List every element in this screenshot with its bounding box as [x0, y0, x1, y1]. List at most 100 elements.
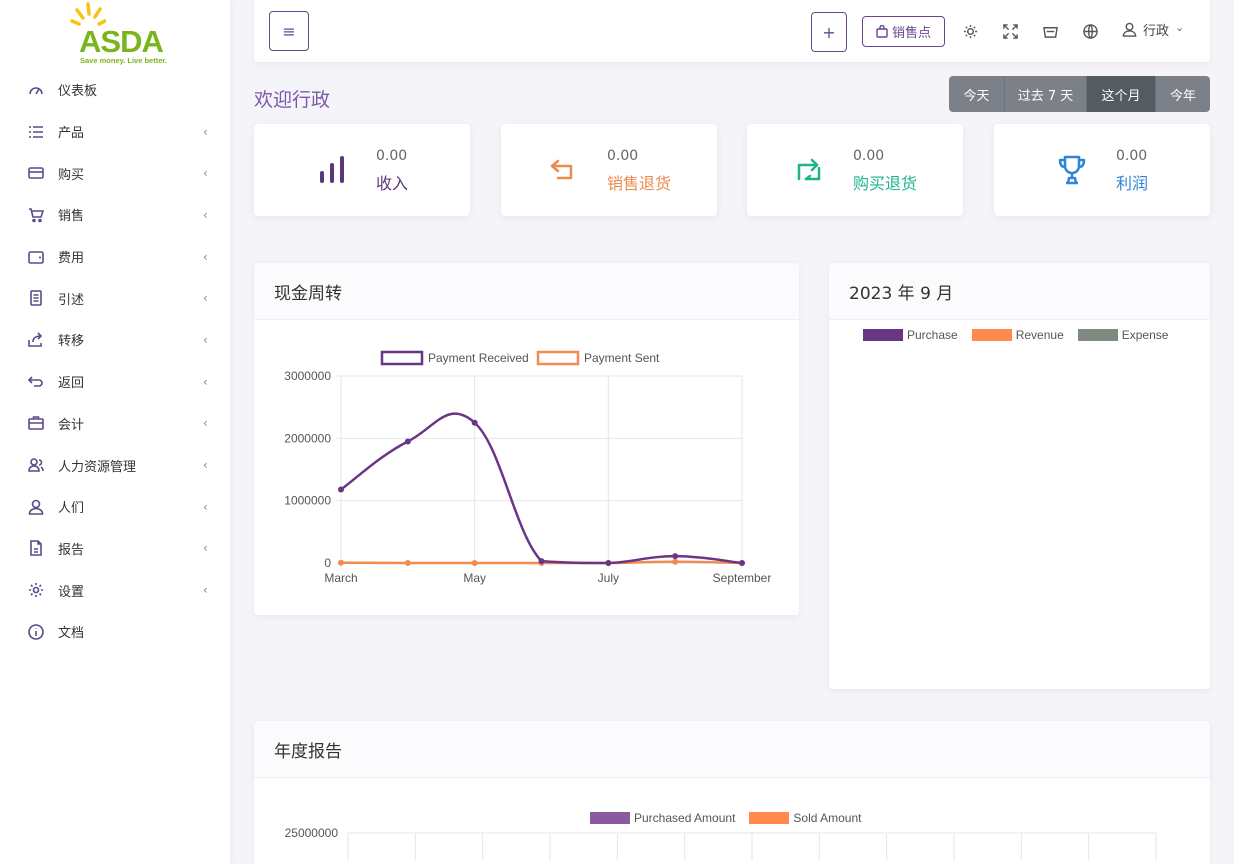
chevron-left-icon: ‹	[203, 332, 208, 347]
sidebar-item-transfers[interactable]: 转移 ‹	[0, 319, 230, 361]
stat-label: 收入	[376, 174, 409, 193]
inbox-icon[interactable]	[1041, 22, 1059, 40]
sidebar-item-label: 设置	[58, 584, 85, 600]
menu-toggle-button[interactable]: ≡	[269, 11, 309, 51]
sidebar-item-products[interactable]: 产品 ‹	[0, 111, 230, 153]
document-icon	[27, 289, 45, 307]
sidebar-item-accounting[interactable]: 会计 ‹	[0, 403, 230, 445]
data-point	[672, 558, 679, 565]
legend-label: Expense	[1121, 328, 1169, 342]
legend-item-purchase[interactable]: Purchase	[863, 328, 958, 342]
chevron-left-icon: ‹	[203, 249, 208, 264]
sidebar-item-label: 文档	[58, 626, 85, 642]
data-point	[338, 559, 344, 566]
speedometer-icon	[27, 81, 45, 99]
sidebar-item-expenses[interactable]: 费用 ‹	[0, 236, 230, 278]
range-month-button[interactable]: 这个月	[1087, 76, 1156, 112]
legend-swatch	[1077, 329, 1118, 341]
legend-item-purchased-amount[interactable]: Purchased Amount	[590, 811, 735, 825]
stat-value: 0.00	[376, 148, 408, 164]
list-icon	[27, 123, 45, 141]
legend-label: Sold Amount	[793, 811, 862, 825]
theme-toggle-icon[interactable]	[961, 22, 979, 40]
panel-title: 现金周转	[254, 263, 799, 320]
data-point	[471, 419, 478, 426]
legend-swatch	[536, 350, 580, 366]
legend-item-revenue[interactable]: Revenue	[971, 328, 1064, 342]
sidebar-item-quotations[interactable]: 引述 ‹	[0, 277, 230, 319]
top-bar: ≡ + 销售点 行政 ⌄	[254, 0, 1210, 62]
sidebar-item-purchases[interactable]: 购买 ‹	[0, 152, 230, 194]
user-icon	[27, 498, 45, 516]
sidebar-item-label: 转移	[58, 334, 85, 350]
trophy-icon	[1056, 154, 1088, 186]
series-line	[340, 412, 743, 565]
sidebar-item-returns[interactable]: 返回 ‹	[0, 361, 230, 403]
stat-card-revenue[interactable]: 0.00 收入	[254, 124, 470, 216]
sidebar-item-dashboard[interactable]: 仪表板	[0, 69, 230, 111]
data-point	[471, 560, 478, 566]
data-point	[605, 560, 612, 566]
stat-card-purchase-return[interactable]: 0.00 购买退货	[747, 124, 963, 216]
add-button[interactable]: +	[811, 12, 847, 52]
sidebar-item-settings[interactable]: 设置 ‹	[0, 569, 230, 611]
x-tick-label: July	[598, 571, 619, 585]
range-7days-button[interactable]: 过去 7 天	[1005, 76, 1087, 112]
globe-icon[interactable]	[1081, 22, 1099, 40]
user-menu[interactable]: 行政 ⌄	[1122, 20, 1184, 39]
y-tick-label: 0	[324, 556, 331, 570]
info-icon	[27, 623, 45, 641]
sidebar-item-sales[interactable]: 销售 ‹	[0, 194, 230, 236]
brand-logo[interactable]: ASDA Save money. Live better.	[62, 2, 182, 68]
chevron-left-icon: ‹	[203, 374, 208, 389]
sidebar-item-label: 人们	[58, 501, 85, 517]
credit-card-icon	[27, 164, 45, 182]
sun-logo-icon	[70, 2, 106, 26]
welcome-title: 欢迎行政	[254, 89, 331, 111]
shopping-bag-icon	[876, 25, 888, 38]
brand-name: ASDA	[79, 24, 164, 59]
pos-label: 销售点	[891, 26, 931, 41]
y-tick-label: 3000000	[284, 369, 331, 383]
stat-label: 购买退货	[853, 174, 918, 193]
sidebar-item-label: 人力资源管理	[58, 459, 137, 475]
date-range-selector: 今天 过去 7 天 这个月 今年	[949, 76, 1210, 112]
sidebar-nav: 仪表板 产品 ‹ 购买 ‹ 销售 ‹ 费用 ‹ 引述 ‹ 转移	[0, 69, 230, 653]
legend-label: Revenue	[1015, 328, 1064, 342]
legend-swatch	[380, 350, 424, 366]
stat-label: 销售退货	[607, 174, 672, 193]
sidebar-item-people[interactable]: 人们 ‹	[0, 486, 230, 528]
pos-button[interactable]: 销售点	[862, 16, 945, 47]
sidebar-item-reports[interactable]: 报告 ‹	[0, 528, 230, 570]
legend-swatch	[863, 329, 903, 341]
chevron-left-icon: ‹	[203, 166, 208, 181]
bar-chart-icon	[316, 154, 348, 186]
y-tick-label: 1000000	[284, 494, 331, 508]
stat-value: 0.00	[853, 148, 885, 164]
legend-item-sold-amount[interactable]: Sold Amount	[749, 811, 861, 825]
data-point	[739, 560, 745, 566]
data-point	[404, 438, 411, 445]
sidebar-item-hrm[interactable]: 人力资源管理 ‹	[0, 444, 230, 486]
legend-label: Purchase	[907, 328, 958, 342]
sidebar: ASDA Save money. Live better. 仪表板 产品 ‹ 购…	[0, 0, 230, 864]
stat-card-profit[interactable]: 0.00 利润	[994, 124, 1210, 216]
fullscreen-icon[interactable]	[1001, 22, 1019, 40]
legend-item-expense[interactable]: Expense	[1077, 328, 1169, 342]
data-point	[672, 553, 679, 560]
chevron-left-icon: ‹	[203, 499, 208, 514]
sidebar-item-docs[interactable]: 文档	[0, 611, 230, 653]
sidebar-item-label: 返回	[58, 376, 85, 392]
legend-swatch	[749, 812, 790, 824]
chevron-left-icon: ‹	[203, 458, 208, 473]
chevron-left-icon: ‹	[203, 124, 208, 139]
chevron-left-icon: ‹	[203, 541, 208, 556]
chevron-down-icon: ⌄	[1175, 21, 1185, 34]
sidebar-item-label: 费用	[58, 251, 85, 267]
legend-label: Payment Sent	[584, 351, 660, 365]
stat-card-sales-return[interactable]: 0.00 销售退货	[501, 124, 717, 216]
range-year-button[interactable]: 今年	[1156, 76, 1210, 112]
x-tick-label: September	[713, 571, 772, 585]
briefcase-icon	[27, 414, 45, 432]
range-today-button[interactable]: 今天	[949, 76, 1005, 112]
